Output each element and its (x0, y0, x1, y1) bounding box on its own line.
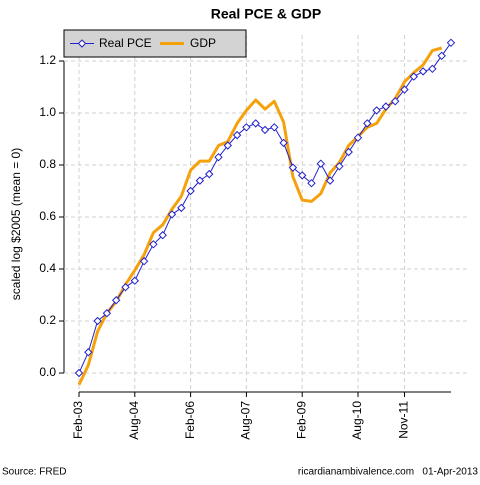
marker (279, 138, 288, 148)
x-tick-label: Aug-10 (350, 401, 364, 440)
marker (149, 240, 158, 249)
marker (446, 38, 456, 48)
marker (93, 316, 102, 326)
x-tick-label: Aug-07 (239, 401, 253, 440)
marker (418, 67, 428, 76)
marker (307, 179, 316, 188)
marker (260, 125, 270, 135)
marker (111, 296, 121, 305)
marker (242, 123, 251, 132)
y-tick-label: 1.2 (39, 53, 56, 67)
credit-note: ricardianambivalence.com 01-Apr-2013 (298, 467, 479, 478)
source-note: Source: FRED (2, 467, 66, 478)
x-tick-label: Feb-06 (183, 401, 197, 439)
x-tick-label: Aug-04 (127, 401, 141, 440)
marker (223, 141, 233, 150)
marker (400, 85, 409, 94)
legend-label: Real PCE (99, 36, 152, 50)
x-tick-label: Nov-11 (397, 401, 411, 439)
marker (167, 210, 177, 219)
marker (74, 368, 84, 378)
marker (325, 176, 335, 185)
marker (353, 133, 363, 142)
marker (204, 169, 214, 179)
y-axis-label: scaled log $2005 (mean = 0) (9, 148, 23, 300)
marker (297, 171, 307, 180)
marker (84, 348, 93, 357)
marker (102, 309, 112, 318)
marker (270, 123, 279, 132)
line-series (77, 46, 443, 386)
marker (372, 106, 381, 115)
y-tick-label: 0.0 (39, 365, 56, 379)
y-tick-label: 1.0 (39, 105, 56, 119)
marker (390, 97, 400, 106)
marker (335, 162, 344, 171)
y-tick-label: 0.4 (39, 261, 56, 275)
chart-title: Real PCE & GDP (211, 6, 321, 22)
marker (288, 163, 298, 172)
marker (409, 72, 419, 81)
marker (381, 102, 391, 111)
legend-marker (77, 39, 87, 48)
marker (130, 276, 140, 285)
x-tick-label: Feb-09 (294, 401, 308, 439)
marker (251, 119, 260, 128)
x-tick-label: Feb-03 (71, 401, 85, 439)
marker (139, 257, 149, 266)
marker (121, 283, 130, 292)
legend-box (63, 29, 247, 58)
y-tick-label: 0.6 (39, 209, 56, 223)
marker (214, 152, 223, 162)
marker (186, 186, 195, 196)
marker (344, 147, 353, 157)
marker (437, 51, 446, 61)
y-tick-label: 0.2 (39, 313, 56, 327)
marker (195, 176, 205, 185)
marker (158, 231, 167, 240)
marker (363, 119, 372, 128)
marker (232, 130, 242, 140)
marker (316, 159, 326, 168)
y-tick-label: 0.8 (39, 157, 56, 171)
legend-label: GDP (190, 36, 216, 50)
marker (177, 203, 186, 213)
marker (428, 64, 437, 74)
